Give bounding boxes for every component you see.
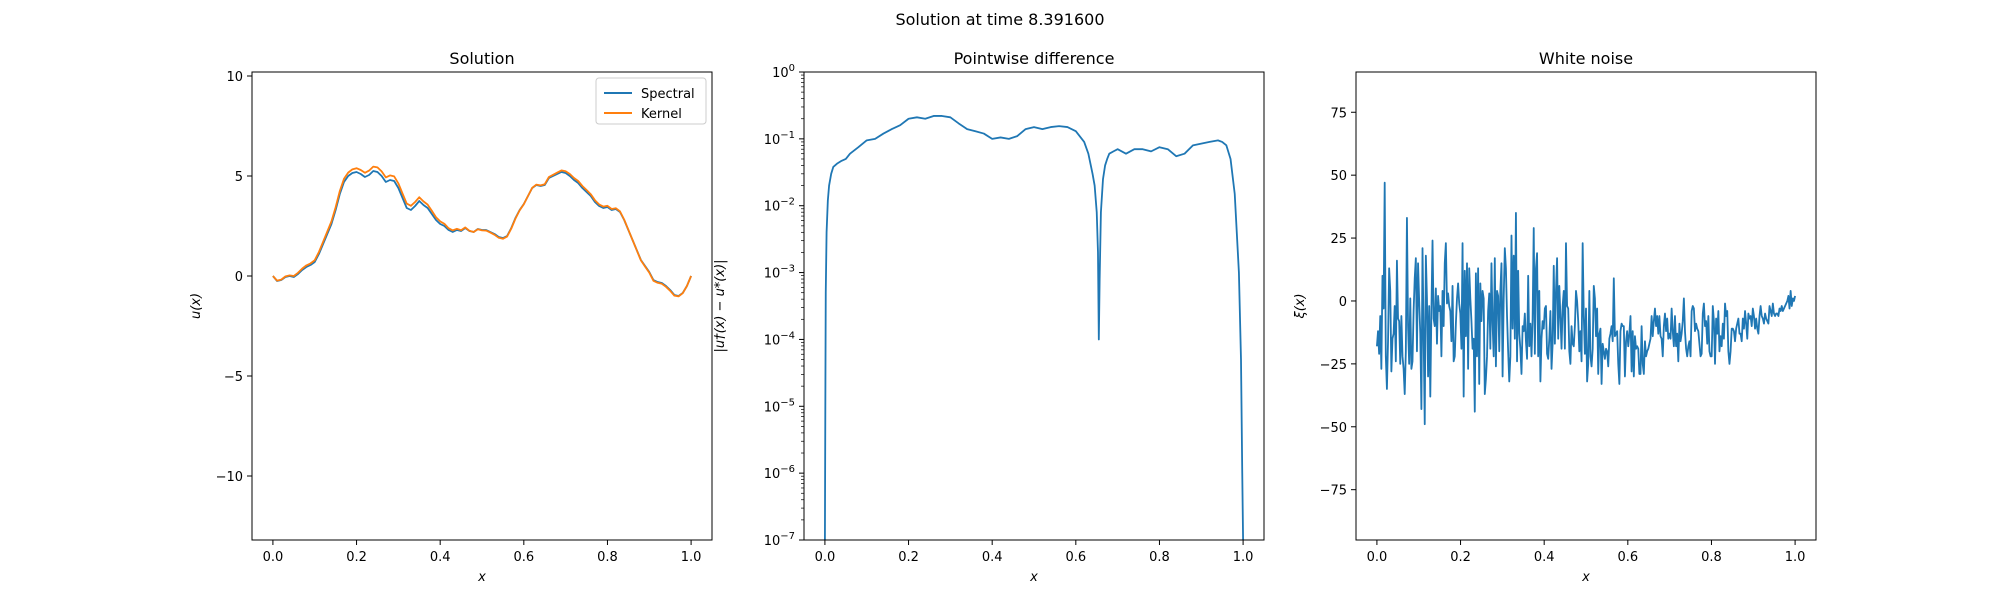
figure-suptitle: Solution at time 8.391600 xyxy=(895,10,1104,29)
x-tick-label: 0.8 xyxy=(1701,550,1722,565)
x-tick-label: 1.0 xyxy=(681,550,702,565)
x-tick-label: 0.8 xyxy=(1149,550,1170,565)
x-tick-label: 0.0 xyxy=(263,550,284,565)
y-tick-label: 5 xyxy=(235,170,243,185)
legend: Spectral Kernel xyxy=(595,77,707,125)
legend-label-spectral: Spectral xyxy=(641,87,695,102)
subplot-title: Solution xyxy=(449,49,514,68)
axes-frame xyxy=(803,71,1265,541)
y-tick-label: 75 xyxy=(1330,106,1347,121)
legend-label-kernel: Kernel xyxy=(641,107,682,122)
series-line-spectral xyxy=(272,170,692,297)
y-tick-label: 10−6 xyxy=(764,464,795,482)
x-tick-label: 0.6 xyxy=(1065,550,1086,565)
x-tick-label: 0.6 xyxy=(1617,550,1638,565)
y-axis-label: ξ(x) xyxy=(1293,293,1308,319)
subplot-title: White noise xyxy=(1539,49,1633,68)
y-tick-label: 10−2 xyxy=(764,197,795,215)
x-tick-label: 0.0 xyxy=(815,550,836,565)
y-tick-label: 0 xyxy=(235,270,243,285)
y-tick-label: −50 xyxy=(1320,421,1347,436)
x-tick-label: 0.4 xyxy=(982,550,1003,565)
subplot-1: 0.0 0.2 0.4 0.6 0.8 1.0 −10 −5 0 5 10 Solution x u(x)… xyxy=(189,49,713,585)
y-tick-label: 50 xyxy=(1330,169,1347,184)
y-tick-label: −10 xyxy=(216,470,243,485)
x-axis-label: x xyxy=(477,570,486,585)
x-tick-label: 1.0 xyxy=(1233,550,1254,565)
y-tick-label: 10−7 xyxy=(764,531,795,549)
x-tick-label: 0.4 xyxy=(430,550,451,565)
y-tick-label: −25 xyxy=(1320,358,1347,373)
x-tick-label: 0.2 xyxy=(898,550,919,565)
x-axis-label: x xyxy=(1029,570,1038,585)
axes-container: 0.0 0.2 0.4 0.6 0.8 1.0−10−50510Solutionxu(x)… xyxy=(189,49,1817,585)
y-tick-label: 0 xyxy=(1339,295,1347,310)
x-tick-label: 0.6 xyxy=(513,550,534,565)
subplot-3: 0.0 0.2 0.4 0.6 0.8 1.0 −75 −50 −25 0 25 50 75 White … xyxy=(1293,49,1817,585)
series-line-data xyxy=(824,115,1244,540)
x-tick-label: 1.0 xyxy=(1785,550,1806,565)
axes-frame xyxy=(1355,71,1817,541)
subplot-2: 0.0 0.2 0.4 0.6 0.8 1.0 10−7 10−6 10−5 10−4 10−3 10… xyxy=(713,49,1265,585)
series-line-data xyxy=(1376,181,1796,426)
y-tick-label: 10−1 xyxy=(764,130,795,148)
y-tick-label: 10−4 xyxy=(764,330,795,348)
x-tick-label: 0.0 xyxy=(1367,550,1388,565)
y-tick-label: 100 xyxy=(772,63,795,81)
y-tick-label: 25 xyxy=(1330,232,1347,247)
y-axis-label: |u†(x) − u*(x)| xyxy=(713,259,728,352)
series-line-kernel xyxy=(272,165,692,298)
y-tick-label: −75 xyxy=(1320,484,1347,499)
subplot-title: Pointwise difference xyxy=(954,49,1115,68)
y-axis-label: u(x) xyxy=(189,293,204,319)
y-tick-label: 10−3 xyxy=(764,264,795,282)
x-tick-label: 0.4 xyxy=(1534,550,1555,565)
axes-frame xyxy=(251,71,713,541)
x-tick-label: 0.2 xyxy=(1450,550,1471,565)
x-tick-label: 0.8 xyxy=(597,550,618,565)
y-tick-label: 10−5 xyxy=(764,397,795,415)
x-tick-label: 0.2 xyxy=(346,550,367,565)
y-tick-label: 10 xyxy=(226,70,243,85)
x-axis-label: x xyxy=(1581,570,1590,585)
y-tick-label: −5 xyxy=(224,370,243,385)
